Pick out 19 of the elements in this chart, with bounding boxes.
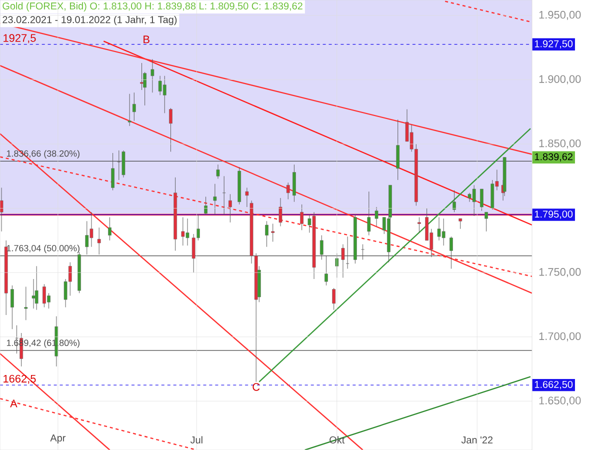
y-tick-label: 1.700,00	[539, 332, 581, 342]
y-tick-label: 1.650,00	[539, 396, 581, 406]
annotation: B	[144, 36, 150, 44]
annotation: 1927,5	[4, 34, 36, 44]
y-tick-label: 1.750,00	[539, 268, 581, 278]
ref-line-label: 1.795,00	[534, 210, 573, 219]
annotation: A	[10, 400, 18, 408]
y-tick-label: 1.950,00	[539, 10, 581, 20]
text: 1.839,62	[534, 153, 572, 162]
x-tick-label: Jan '22	[461, 436, 493, 444]
x-tick-label: Jul	[190, 436, 202, 444]
y-tick-label: 1.900,00	[539, 75, 581, 84]
text: 23.02.2021 - 19.01.2022 (1 Jahr, 1 Tag)	[2, 16, 177, 26]
chart-title: Gold (FOREX, Bid) O: 1.813,00 H: 1.839,88 L: 1.809,50 C: 1.839,62	[2, 2, 302, 12]
x-tick-label: Apr	[50, 434, 66, 444]
annotation: C	[252, 383, 260, 391]
ref-line-label: 1.662,50	[534, 380, 573, 390]
y-tick-label: 1.850,00	[539, 139, 581, 149]
ref-line-label: 1.927,50	[534, 40, 573, 48]
